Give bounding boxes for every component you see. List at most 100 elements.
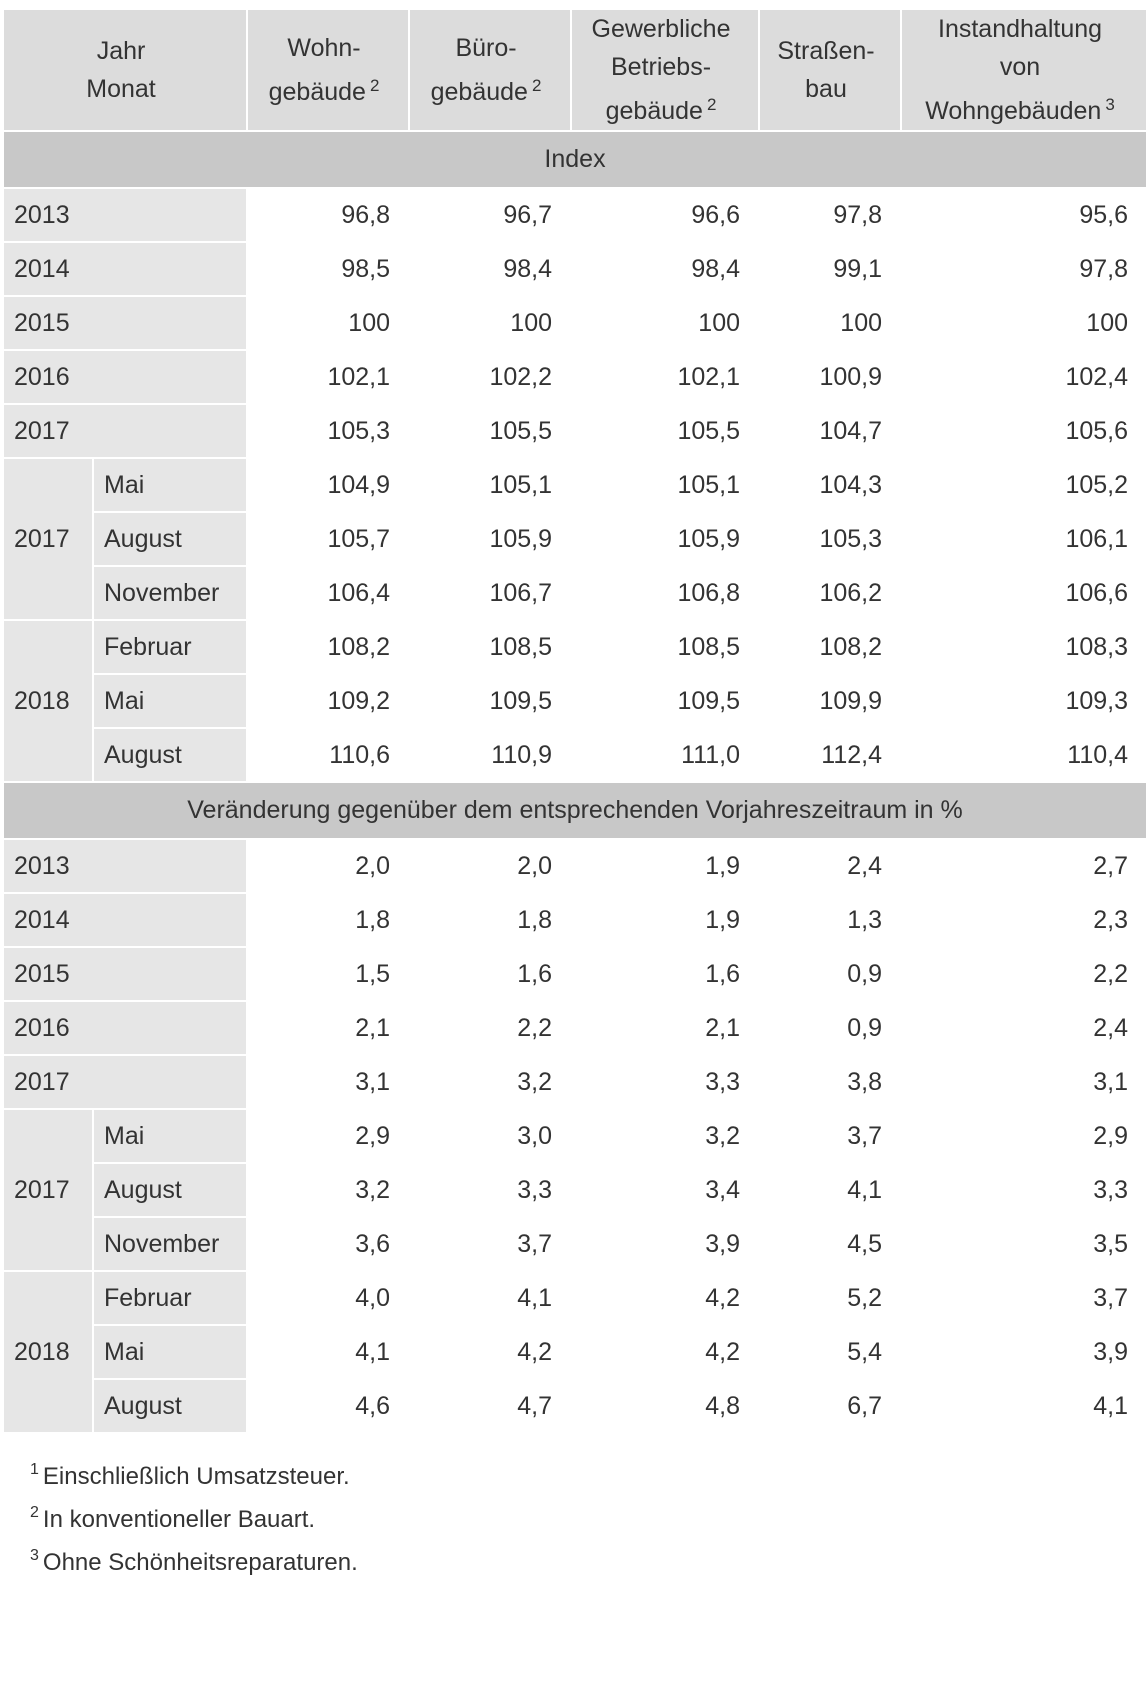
value-cell: 98,4 <box>408 241 573 297</box>
table-row: August 3,2 3,3 3,4 4,1 3,3 <box>3 1162 1148 1218</box>
value-cell: 104,9 <box>246 457 411 513</box>
value-cell: 4,0 <box>246 1270 411 1326</box>
value-cell: 106,4 <box>246 565 411 621</box>
footnote-ref: 3 <box>1105 95 1115 114</box>
value-cell: 1,6 <box>570 946 761 1002</box>
value-cell: 104,7 <box>758 403 903 459</box>
value-cell: 106,7 <box>408 565 573 621</box>
value-cell: 109,3 <box>900 673 1148 729</box>
value-cell: 3,7 <box>900 1270 1148 1326</box>
month-cell: Februar <box>91 1270 249 1326</box>
value-cell: 3,7 <box>408 1216 573 1272</box>
year-cell: 2014 <box>1 241 249 297</box>
table-row: August 110,6 110,9 111,0 112,4 110,4 <box>3 727 1148 783</box>
value-cell: 3,6 <box>246 1216 411 1272</box>
value-cell: 3,7 <box>758 1108 903 1164</box>
value-cell: 100 <box>570 295 761 351</box>
footnote-text: In konventioneller Bauart. <box>42 1506 316 1533</box>
table-row: 2016 2,1 2,2 2,1 0,9 2,4 <box>1 1000 1148 1056</box>
value-cell: 4,2 <box>570 1324 761 1380</box>
value-cell: 1,8 <box>408 892 573 948</box>
table-row: 2017 3,1 3,2 3,3 3,8 3,1 <box>1 1054 1148 1110</box>
month-cell: August <box>91 511 249 567</box>
value-cell: 3,4 <box>570 1162 761 1218</box>
value-cell: 3,2 <box>570 1108 761 1164</box>
value-cell: 105,2 <box>900 457 1148 513</box>
value-cell: 106,6 <box>900 565 1148 621</box>
value-cell: 0,9 <box>758 946 903 1002</box>
value-cell: 109,5 <box>570 673 761 729</box>
value-cell: 110,6 <box>246 727 411 783</box>
value-cell: 95,6 <box>900 187 1148 243</box>
value-cell: 3,5 <box>900 1216 1148 1272</box>
value-cell: 111,0 <box>570 727 761 783</box>
table-row: 2018 Februar 108,2 108,5 108,5 108,2 108,3 <box>2 619 1148 783</box>
year-group-cell: 2018 <box>2 619 94 783</box>
value-cell: 3,2 <box>246 1162 411 1218</box>
value-cell: 2,0 <box>408 838 573 894</box>
value-cell: 1,8 <box>246 892 411 948</box>
section-header-row: Index <box>1 130 1148 189</box>
table-row: 2013 96,8 96,7 96,6 97,8 95,6 <box>1 187 1148 243</box>
table-row: Mai 4,1 4,2 4,2 5,4 3,9 <box>3 1324 1148 1380</box>
value-cell: 109,2 <box>246 673 411 729</box>
month-cell: Mai <box>91 1108 249 1164</box>
table-row: Mai 109,2 109,5 109,5 109,9 109,3 <box>3 673 1148 729</box>
value-cell: 3,3 <box>900 1162 1148 1218</box>
value-cell: 2,2 <box>900 946 1148 1002</box>
value-cell: 4,2 <box>408 1324 573 1380</box>
value-cell: 3,3 <box>570 1054 761 1110</box>
table-row: 2017 105,3 105,5 105,5 104,7 105,6 <box>1 403 1148 459</box>
year-group-cell: 2018 <box>2 1270 94 1434</box>
value-cell: 2,3 <box>900 892 1148 948</box>
value-cell: 4,1 <box>900 1378 1148 1434</box>
table-header: Jahr Monat Wohn- gebäude 2 Büro- gebäude 2… <box>1 8 1148 132</box>
value-cell: 106,8 <box>570 565 761 621</box>
value-cell: 105,1 <box>570 457 761 513</box>
value-cell: 108,3 <box>900 619 1148 675</box>
value-cell: 105,5 <box>408 403 573 459</box>
header-buerogebaeude: Büro- gebäude 2 <box>408 8 573 132</box>
footnote-mark: 3 <box>30 1547 39 1564</box>
value-cell: 3,9 <box>900 1324 1148 1380</box>
month-cell: August <box>91 1378 249 1434</box>
value-cell: 100 <box>758 295 903 351</box>
value-cell: 109,9 <box>758 673 903 729</box>
value-cell: 110,9 <box>408 727 573 783</box>
header-strassenbau: Straßen- bau <box>758 8 903 132</box>
month-cell: Mai <box>91 457 249 513</box>
table-row: 2015 1,5 1,6 1,6 0,9 2,2 <box>1 946 1148 1002</box>
value-cell: 105,1 <box>408 457 573 513</box>
footnotes: 1 Einschließlich Umsatzsteuer. 2 In konvent… <box>2 1452 1146 1581</box>
value-cell: 108,2 <box>246 619 411 675</box>
value-cell: 102,1 <box>246 349 411 405</box>
value-cell: 3,1 <box>900 1054 1148 1110</box>
value-cell: 109,5 <box>408 673 573 729</box>
value-cell: 105,9 <box>408 511 573 567</box>
value-cell: 105,3 <box>758 511 903 567</box>
year-cell: 2016 <box>1 1000 249 1056</box>
value-cell: 1,9 <box>570 838 761 894</box>
footnote: 1 Einschließlich Umsatzsteuer. <box>30 1452 1146 1495</box>
year-cell: 2013 <box>1 187 249 243</box>
value-cell: 98,4 <box>570 241 761 297</box>
year-cell: 2017 <box>1 1054 249 1110</box>
value-cell: 2,4 <box>758 838 903 894</box>
table-row: August 4,6 4,7 4,8 6,7 4,1 <box>3 1378 1148 1434</box>
value-cell: 100 <box>408 295 573 351</box>
table-row: November 106,4 106,7 106,8 106,2 106,6 <box>3 565 1148 621</box>
value-cell: 1,9 <box>570 892 761 948</box>
value-cell: 105,7 <box>246 511 411 567</box>
value-cell: 110,4 <box>900 727 1148 783</box>
value-cell: 105,5 <box>570 403 761 459</box>
value-cell: 1,6 <box>408 946 573 1002</box>
year-cell: 2015 <box>1 295 249 351</box>
value-cell: 108,2 <box>758 619 903 675</box>
table-row: November 3,6 3,7 3,9 4,5 3,5 <box>3 1216 1148 1272</box>
value-cell: 0,9 <box>758 1000 903 1056</box>
value-cell: 97,8 <box>758 187 903 243</box>
value-cell: 4,2 <box>570 1270 761 1326</box>
value-cell: 4,5 <box>758 1216 903 1272</box>
price-index-table: Jahr Monat Wohn- gebäude 2 Büro- gebäude 2… <box>1 8 1148 1434</box>
value-cell: 3,1 <box>246 1054 411 1110</box>
